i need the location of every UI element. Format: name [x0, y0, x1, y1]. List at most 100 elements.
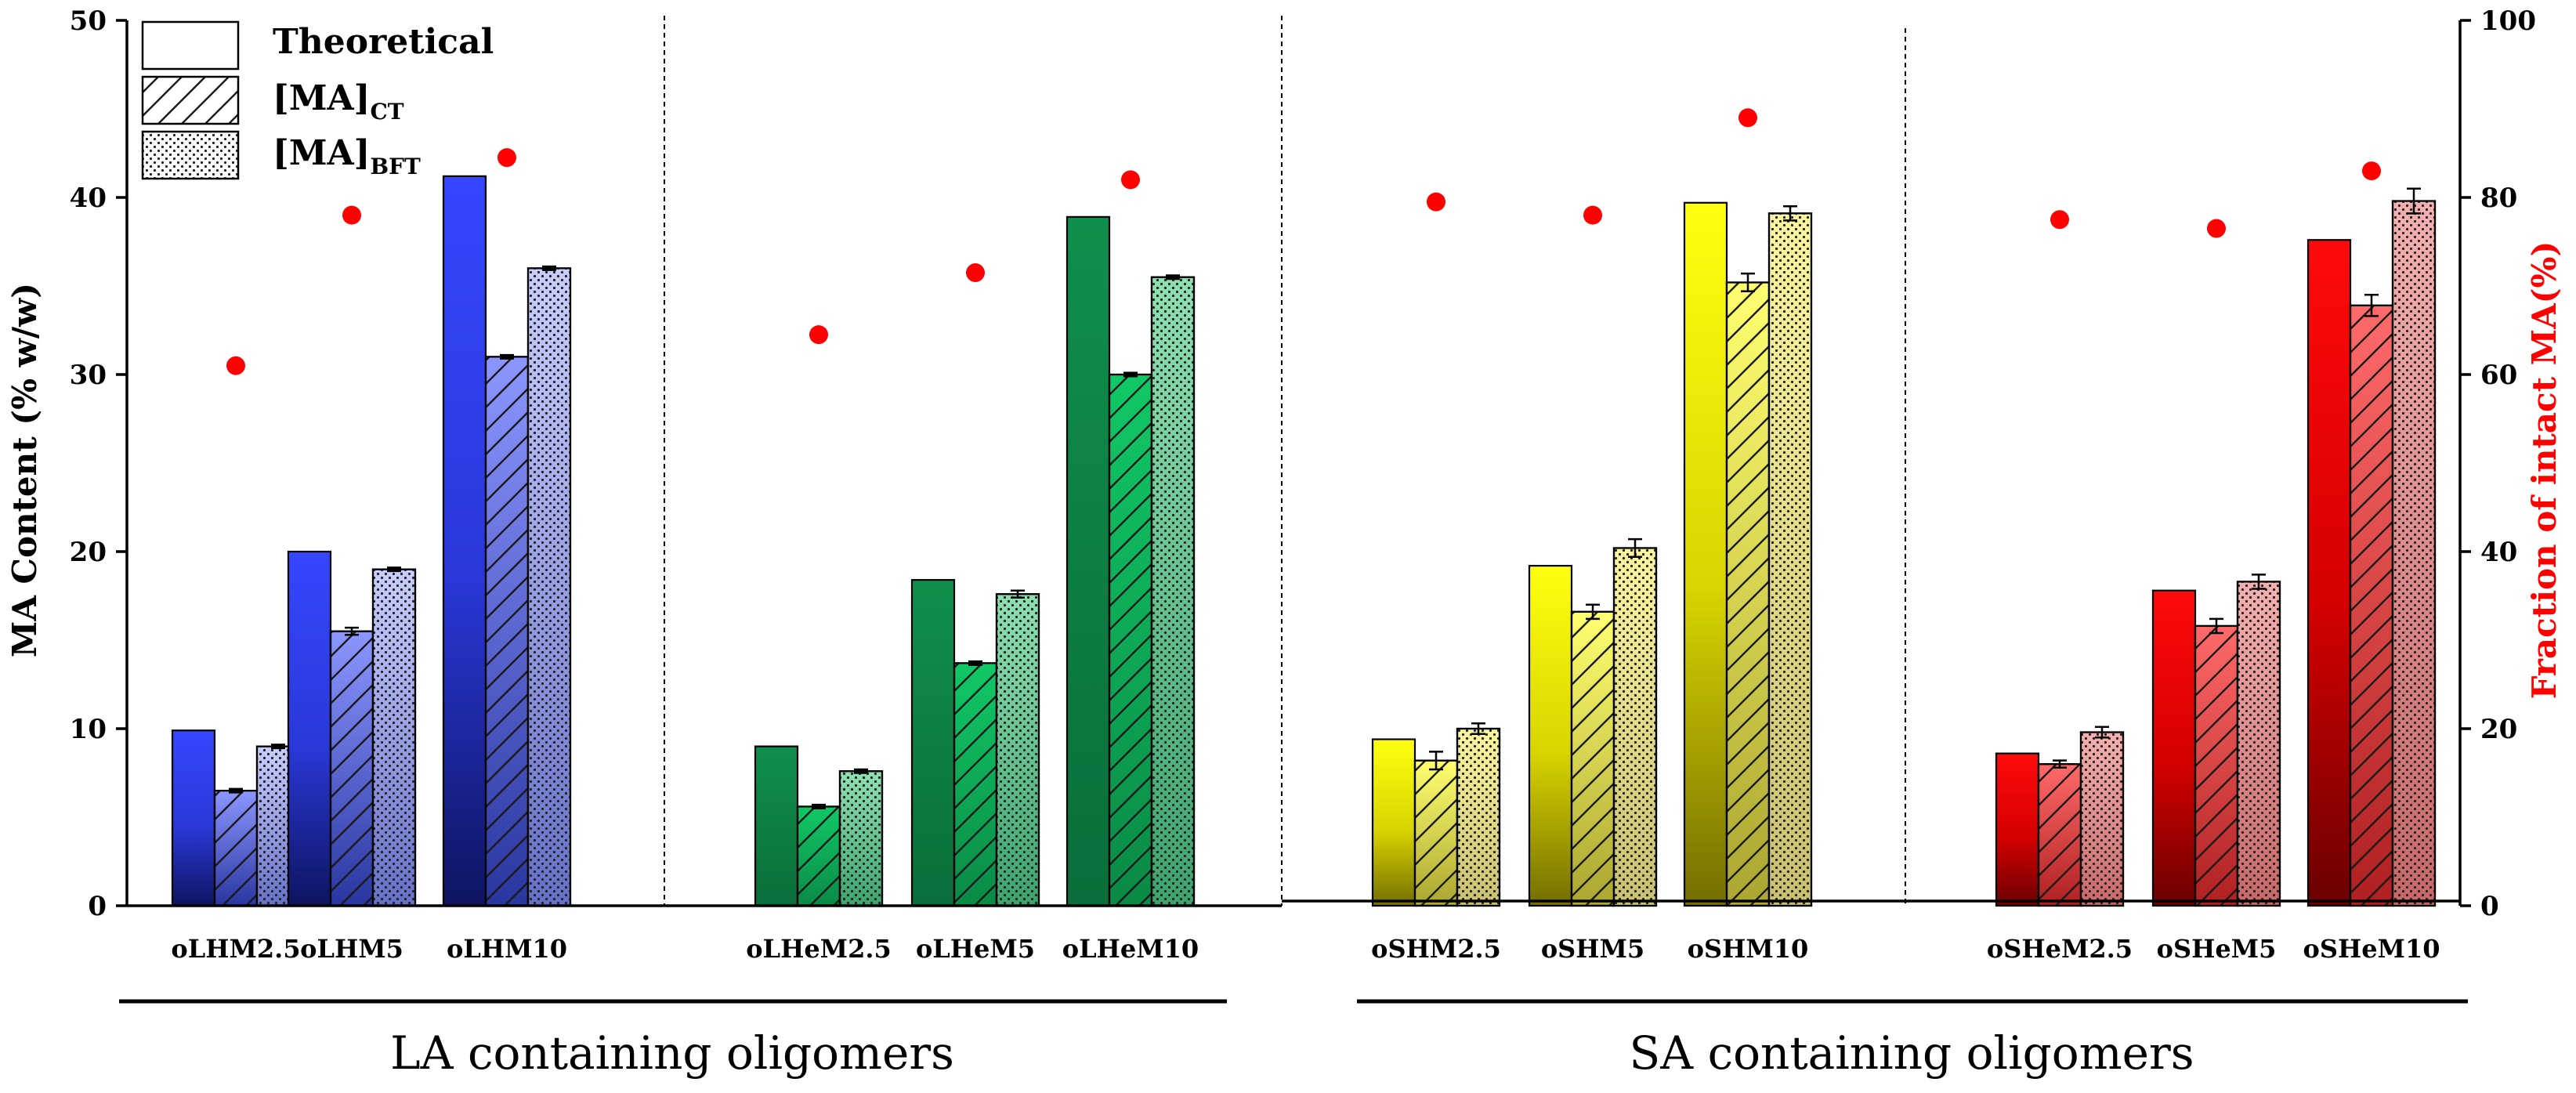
- error-bar-ct-oSHM2.5: [1429, 751, 1443, 771]
- bar-pattern-bft-oSHeM10: [2391, 200, 2437, 907]
- y2-tick-label-20: 20: [2480, 714, 2517, 745]
- error-bar-bft-oSHeM5: [2252, 574, 2266, 590]
- fraction-point-oSHM10: [1738, 108, 1757, 128]
- legend-label-bft-sub: BFT: [370, 154, 421, 179]
- bar-pattern-bft-oSHeM5: [2236, 581, 2281, 907]
- bar-pattern-ct-oSHeM5: [2194, 624, 2239, 907]
- x-tick-labels: oLHM2.5 oLHM5 oLHM10 oLHeM2.5 oLHeM5 oLHeM10 o…: [171, 934, 2440, 964]
- bar-theoretical-oLHM10: [442, 175, 487, 907]
- bar-theoretical-oSHM10: [1683, 201, 1728, 907]
- error-bar-ct-oLHeM5: [968, 660, 982, 666]
- error-bar-ct-oSHeM5: [2209, 617, 2223, 635]
- bar-pattern-bft-oLHeM2.5: [838, 770, 884, 907]
- bar-pattern-bft-oSHM2.5: [1456, 727, 1501, 907]
- x-tick-label-oSHeM2.5: oSHeM2.5: [1987, 934, 2133, 964]
- error-bar-bft-oLHeM10: [1166, 274, 1180, 280]
- error-bar-bft-oLHeM5: [1011, 589, 1025, 599]
- bar-pattern-ct-oSHM2.5: [1413, 759, 1459, 907]
- bar-pattern-ct-oLHeM10: [1108, 373, 1153, 907]
- bar-pattern-bft-oLHM5: [371, 568, 417, 907]
- error-bar-ct-oLHeM10: [1123, 371, 1138, 378]
- bar-pattern-ct-oLHeM5: [953, 662, 998, 907]
- fraction-point-oSHeM10: [2362, 161, 2381, 181]
- bar-pattern-bft-oLHM10: [526, 267, 572, 907]
- bar-pattern-bft-oSHeM2.5: [2079, 731, 2125, 907]
- error-bar-ct-oSHeM2.5: [2053, 759, 2067, 769]
- bar-pattern-bft-oLHeM5: [995, 593, 1040, 907]
- y2-tick-label-80: 80: [2480, 183, 2517, 214]
- bar-pattern-ct-oSHM10: [1725, 281, 1771, 907]
- legend-label-bft-main: [MA]: [273, 133, 370, 173]
- fraction-point-oLHeM5: [966, 263, 985, 283]
- y2-tick-label-100: 100: [2480, 5, 2536, 37]
- bars-layer: [171, 175, 2437, 907]
- y-tick-label-30: 30: [70, 360, 107, 391]
- y-tick-label-40: 40: [70, 183, 107, 214]
- error-bar-ct-oLHM2.5: [229, 787, 243, 794]
- bar-pattern-ct-oLHM5: [329, 630, 374, 907]
- legend: Theoretical [MA]CT [MA]BFT: [141, 20, 494, 180]
- bar-pattern-ct-oSHeM10: [2349, 304, 2394, 907]
- error-bar-ct-oSHeM10: [2364, 294, 2379, 317]
- bar-theoretical-oSHM5: [1528, 564, 1573, 907]
- legend-swatch-bft: [141, 130, 240, 180]
- error-bar-bft-oLHM5: [387, 566, 401, 573]
- bar-theoretical-oLHeM2.5: [754, 745, 799, 907]
- fraction-point-oLHM2.5: [226, 356, 245, 375]
- legend-label-ct: [MA]CT: [273, 78, 404, 125]
- x-tick-label-oLHeM5: oLHeM5: [916, 934, 1035, 964]
- y2-tick-label-60: 60: [2480, 360, 2517, 391]
- error-bars-layer: [229, 187, 2421, 809]
- y2-tick-label-0: 0: [2480, 891, 2499, 922]
- fraction-point-oLHM10: [497, 148, 516, 168]
- error-bar-bft-oSHM2.5: [1471, 722, 1485, 736]
- error-bar-ct-oLHM10: [500, 353, 514, 360]
- y-tick-label-20: 20: [70, 537, 107, 568]
- y2-axis-title: Fraction of intact MA(%): [2525, 241, 2563, 700]
- x-tick-label-oSHM10: oSHM10: [1688, 934, 1809, 964]
- fraction-point-oSHeM2.5: [2050, 210, 2069, 230]
- error-bar-bft-oLHeM2.5: [854, 768, 868, 774]
- y-tick-label-0: 0: [88, 891, 107, 922]
- fraction-point-oLHM5: [342, 205, 361, 225]
- bar-pattern-bft-oLHeM10: [1150, 276, 1196, 907]
- bar-theoretical-oLHM5: [287, 550, 332, 907]
- error-bar-bft-oSHM5: [1628, 537, 1642, 559]
- bar-theoretical-oLHM2.5: [171, 729, 216, 907]
- y-tick-label-10: 10: [70, 714, 107, 745]
- legend-label-bft: [MA]BFT: [273, 133, 421, 179]
- fraction-point-oLHeM2.5: [809, 325, 828, 345]
- legend-label-ct-sub: CT: [370, 99, 403, 125]
- group-label-la: LA containing oligomers: [390, 1026, 954, 1080]
- bar-pattern-ct-oLHM10: [484, 356, 530, 907]
- fraction-points-layer: [226, 108, 2381, 375]
- bar-pattern-bft-oSHM10: [1767, 212, 1813, 907]
- error-bar-ct-oSHM5: [1586, 603, 1600, 621]
- x-tick-label-oLHM10: oLHM10: [447, 934, 567, 964]
- bar-pattern-ct-oSHM5: [1570, 610, 1615, 907]
- error-bar-bft-oSHeM10: [2407, 187, 2421, 215]
- x-tick-label-oLHM5: oLHM5: [300, 934, 403, 964]
- error-bar-bft-oLHM2.5: [271, 744, 285, 750]
- error-bar-ct-oLHM5: [345, 626, 359, 636]
- x-tick-label-oSHM2.5: oSHM2.5: [1371, 934, 1501, 964]
- y-tick-label-50: 50: [70, 5, 107, 37]
- group-label-sa: SA containing oligomers: [1629, 1026, 2194, 1080]
- bar-theoretical-oLHeM5: [910, 579, 956, 907]
- fraction-point-oLHeM10: [1121, 170, 1140, 190]
- x-tick-label-oLHeM10: oLHeM10: [1062, 934, 1199, 964]
- legend-swatch-theoretical: [141, 20, 240, 71]
- legend-swatch-ct: [141, 75, 240, 125]
- x-tick-label-oLHM2.5: oLHM2.5: [171, 934, 300, 964]
- bar-pattern-ct-oSHeM2.5: [2037, 763, 2082, 907]
- bar-pattern-bft-oSHM5: [1612, 547, 1658, 907]
- fraction-point-oSHM5: [1583, 205, 1602, 225]
- x-tick-label-oLHeM2.5: oLHeM2.5: [746, 934, 892, 964]
- bar-theoretical-oSHeM10: [2306, 239, 2352, 907]
- x-tick-label-oSHM5: oSHM5: [1541, 934, 1644, 964]
- y2-tick-label-40: 40: [2480, 537, 2517, 568]
- bar-theoretical-oSHeM5: [2151, 589, 2197, 907]
- bar-theoretical-oSHeM2.5: [1995, 752, 2040, 907]
- error-bar-bft-oSHM10: [1783, 205, 1797, 222]
